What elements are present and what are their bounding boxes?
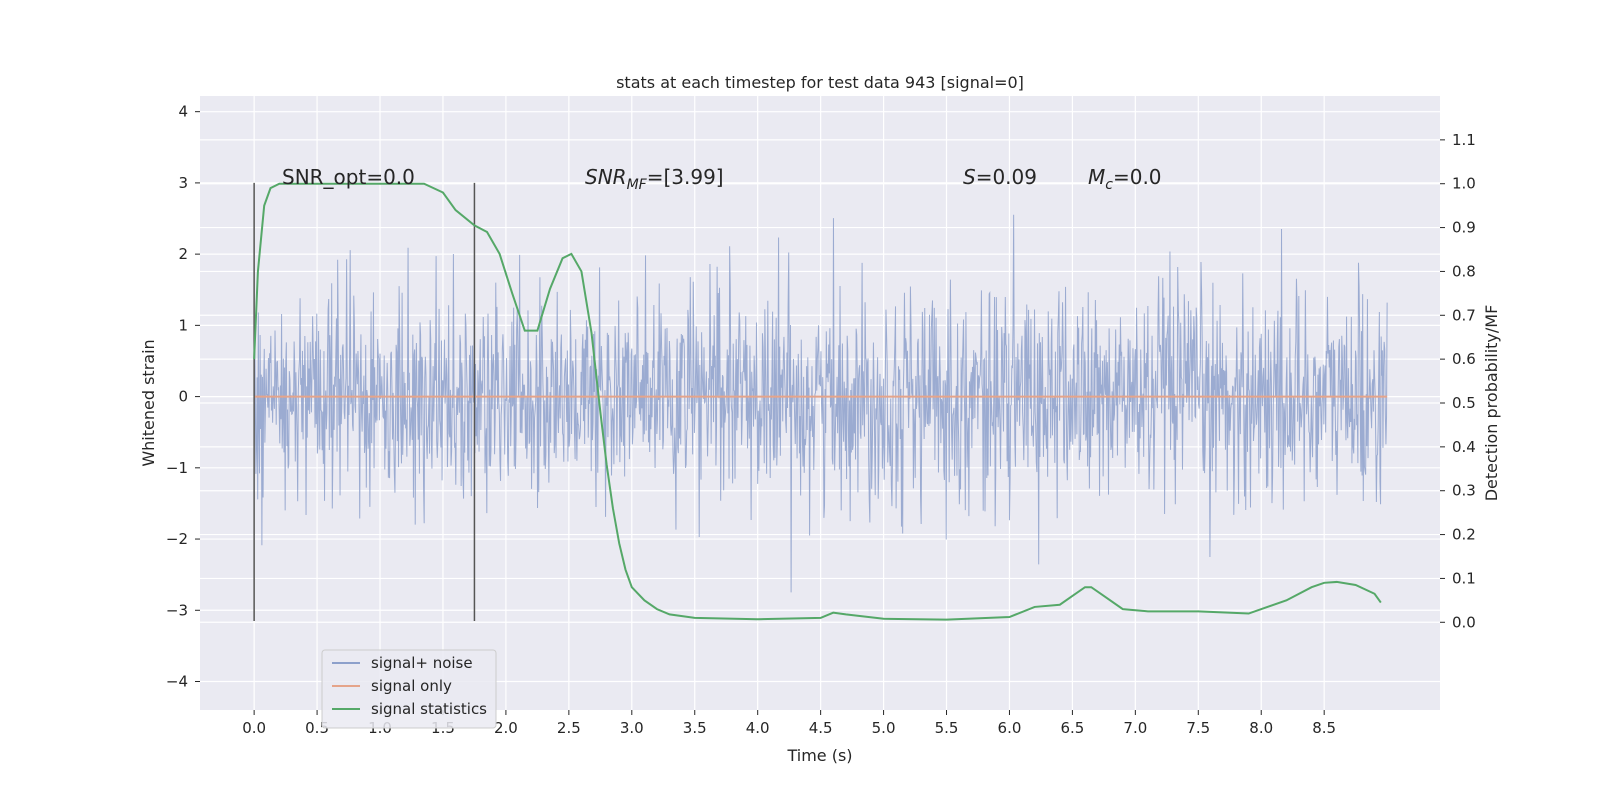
x-tick-label: 6.5 — [1060, 719, 1084, 737]
y2-tick-label: 0.1 — [1452, 569, 1476, 587]
y2-tick-label: 1.0 — [1452, 175, 1476, 193]
vertical-markers — [253, 182, 476, 621]
y-tick-label: 3 — [178, 174, 188, 192]
y2-tick-label: 0.8 — [1452, 262, 1476, 280]
y2-tick-label: 1.1 — [1452, 131, 1476, 149]
x-tick-label: 6.0 — [998, 719, 1022, 737]
y2-tick-label: 0.2 — [1452, 526, 1476, 544]
x-tick-label: 8.0 — [1249, 719, 1273, 737]
legend-box — [321, 649, 497, 729]
x-tick-label: 5.0 — [872, 719, 896, 737]
x-tick-label: 4.5 — [809, 719, 833, 737]
mc-annotation: Mc=0.0 — [1088, 165, 1162, 193]
noise-series — [253, 214, 1388, 593]
x-tick-label: 5.5 — [935, 719, 959, 737]
y2-tick-label: 0.4 — [1452, 438, 1476, 456]
y-tick-label: 0 — [178, 388, 188, 406]
signal-statistics-line — [253, 182, 1382, 621]
y2-tick-label: 0.6 — [1452, 350, 1476, 368]
x-tick-label: 4.0 — [746, 719, 770, 737]
x-tick-label: 7.5 — [1186, 719, 1210, 737]
x-tick-label: 2.0 — [494, 719, 518, 737]
y-tick-label: 4 — [178, 103, 188, 121]
y2-axis-label: Detection probability/MF — [1482, 305, 1501, 502]
legend-label-signal: signal only — [371, 677, 452, 695]
noise-trace — [253, 214, 1388, 593]
x-axis-label: Time (s) — [786, 746, 852, 765]
x-tick-label: 8.5 — [1312, 719, 1336, 737]
x-tick-label: 0.0 — [242, 719, 266, 737]
y2-tick-label: 0.9 — [1452, 219, 1476, 237]
y2-tick-label: 0.5 — [1452, 394, 1476, 412]
x-tick-label: 2.5 — [557, 719, 581, 737]
legend: signal+ noise signal only signal statist… — [321, 649, 497, 729]
x-tick-label: 3.5 — [683, 719, 707, 737]
snr-mf-annotation: SNRMF=[3.99] — [585, 165, 724, 193]
y2-tick-label: 0.0 — [1452, 613, 1476, 631]
y-tick-label: −1 — [166, 459, 188, 477]
snr-opt-annotation: SNR_opt=0.0 — [282, 165, 415, 189]
y-tick-label: −2 — [166, 530, 188, 548]
x-tick-label: 7.0 — [1123, 719, 1147, 737]
y-tick-label: 2 — [178, 245, 188, 263]
y2-tick-label: 0.7 — [1452, 306, 1476, 324]
s-annotation: S=0.09 — [963, 165, 1037, 189]
chart-title: stats at each timestep for test data 943… — [616, 73, 1024, 92]
ticks: 0.00.51.01.52.02.53.03.54.04.55.05.56.06… — [166, 103, 1476, 737]
y-tick-label: 1 — [178, 316, 188, 334]
legend-label-noise: signal+ noise — [371, 654, 473, 672]
y-tick-label: −3 — [166, 601, 188, 619]
legend-label-stats: signal statistics — [371, 700, 487, 718]
y-axis-label: Whitened strain — [139, 339, 158, 466]
x-tick-label: 3.0 — [620, 719, 644, 737]
y2-tick-label: 0.3 — [1452, 482, 1476, 500]
y-tick-label: −4 — [166, 673, 188, 691]
